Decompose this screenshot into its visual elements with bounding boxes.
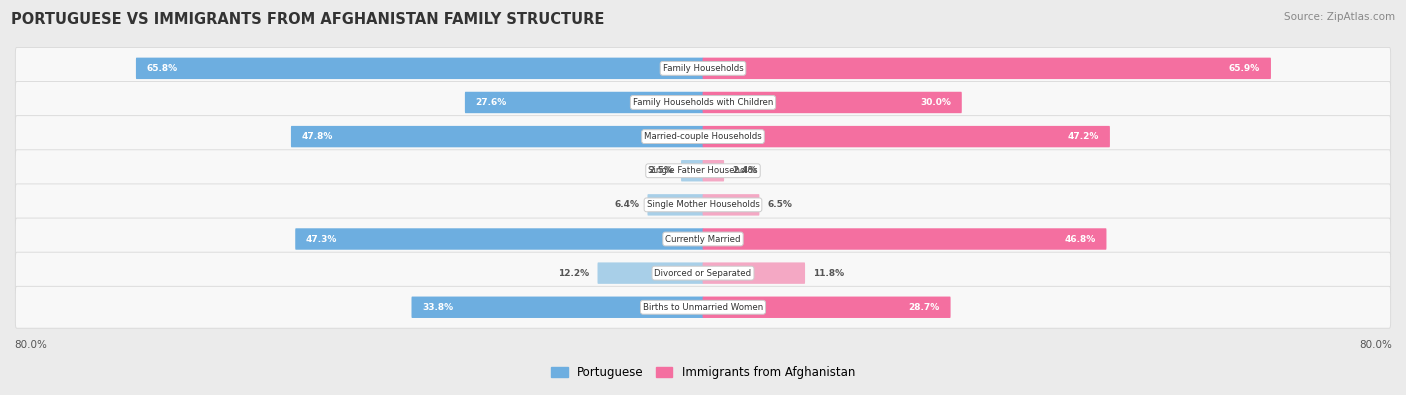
FancyBboxPatch shape xyxy=(295,228,703,250)
Text: 30.0%: 30.0% xyxy=(920,98,950,107)
Text: Source: ZipAtlas.com: Source: ZipAtlas.com xyxy=(1284,12,1395,22)
FancyBboxPatch shape xyxy=(412,297,703,318)
Text: Family Households with Children: Family Households with Children xyxy=(633,98,773,107)
Legend: Portuguese, Immigrants from Afghanistan: Portuguese, Immigrants from Afghanistan xyxy=(547,361,859,384)
Text: 6.4%: 6.4% xyxy=(614,200,640,209)
FancyBboxPatch shape xyxy=(703,297,950,318)
Text: 12.2%: 12.2% xyxy=(558,269,589,278)
FancyBboxPatch shape xyxy=(703,194,759,216)
FancyBboxPatch shape xyxy=(291,126,703,147)
Text: 80.0%: 80.0% xyxy=(14,340,46,350)
FancyBboxPatch shape xyxy=(703,262,806,284)
Text: Family Households: Family Households xyxy=(662,64,744,73)
FancyBboxPatch shape xyxy=(703,160,724,181)
Text: 46.8%: 46.8% xyxy=(1064,235,1095,243)
Text: 47.3%: 47.3% xyxy=(307,235,337,243)
FancyBboxPatch shape xyxy=(703,92,962,113)
FancyBboxPatch shape xyxy=(15,81,1391,123)
FancyBboxPatch shape xyxy=(681,160,703,181)
Text: 65.9%: 65.9% xyxy=(1229,64,1260,73)
Text: 47.2%: 47.2% xyxy=(1067,132,1099,141)
Text: 80.0%: 80.0% xyxy=(1360,340,1392,350)
Text: 2.5%: 2.5% xyxy=(648,166,673,175)
FancyBboxPatch shape xyxy=(136,58,703,79)
FancyBboxPatch shape xyxy=(15,150,1391,192)
FancyBboxPatch shape xyxy=(15,252,1391,294)
FancyBboxPatch shape xyxy=(15,218,1391,260)
FancyBboxPatch shape xyxy=(15,47,1391,89)
Text: 6.5%: 6.5% xyxy=(768,200,793,209)
Text: 28.7%: 28.7% xyxy=(908,303,939,312)
FancyBboxPatch shape xyxy=(703,228,1107,250)
Text: Single Mother Households: Single Mother Households xyxy=(647,200,759,209)
Text: 65.8%: 65.8% xyxy=(146,64,177,73)
FancyBboxPatch shape xyxy=(647,194,703,216)
Text: Married-couple Households: Married-couple Households xyxy=(644,132,762,141)
FancyBboxPatch shape xyxy=(703,126,1109,147)
FancyBboxPatch shape xyxy=(703,58,1271,79)
Text: 47.8%: 47.8% xyxy=(302,132,333,141)
Text: Single Father Households: Single Father Households xyxy=(648,166,758,175)
Text: Divorced or Separated: Divorced or Separated xyxy=(654,269,752,278)
Text: Births to Unmarried Women: Births to Unmarried Women xyxy=(643,303,763,312)
Text: Currently Married: Currently Married xyxy=(665,235,741,243)
Text: 33.8%: 33.8% xyxy=(422,303,453,312)
FancyBboxPatch shape xyxy=(15,184,1391,226)
Text: 27.6%: 27.6% xyxy=(475,98,508,107)
FancyBboxPatch shape xyxy=(15,116,1391,158)
Text: PORTUGUESE VS IMMIGRANTS FROM AFGHANISTAN FAMILY STRUCTURE: PORTUGUESE VS IMMIGRANTS FROM AFGHANISTA… xyxy=(11,12,605,27)
Text: 2.4%: 2.4% xyxy=(733,166,758,175)
FancyBboxPatch shape xyxy=(465,92,703,113)
FancyBboxPatch shape xyxy=(598,262,703,284)
FancyBboxPatch shape xyxy=(15,286,1391,328)
Text: 11.8%: 11.8% xyxy=(813,269,845,278)
